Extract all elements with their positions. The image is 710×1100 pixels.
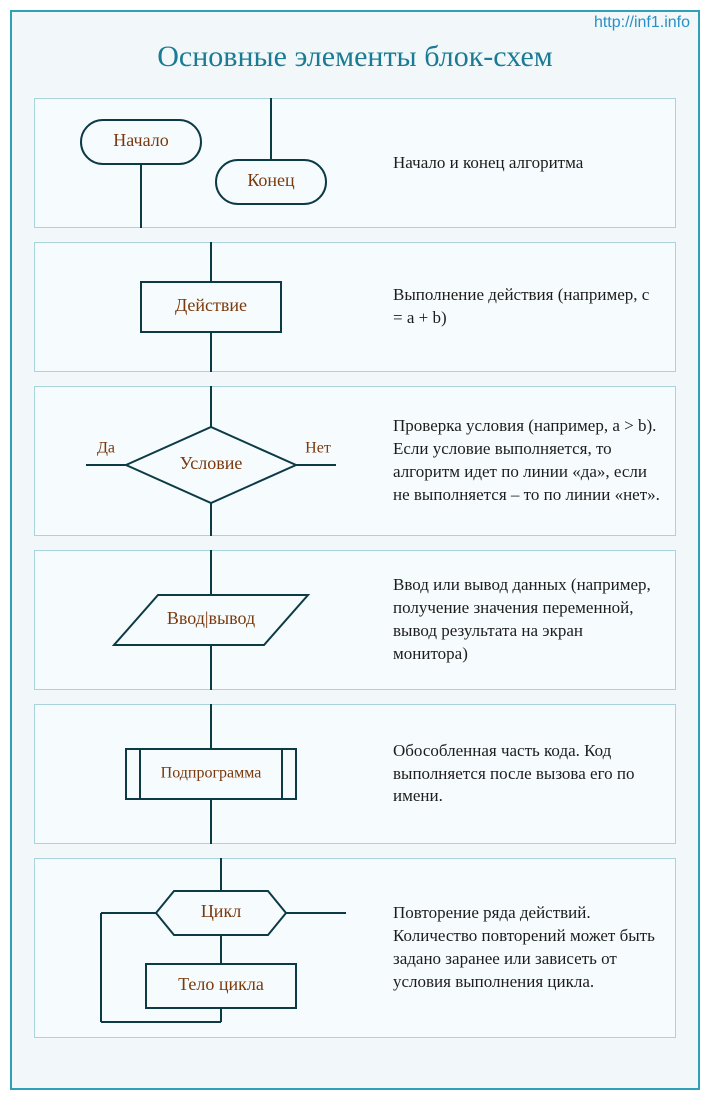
- desc-text: Выполнение действия (например, c = a + b…: [387, 274, 675, 340]
- diagram-cell: Ввод|вывод: [35, 550, 387, 690]
- card-subroutine: Подпрограмма Обособленная часть кода. Ко…: [34, 704, 676, 844]
- watermark-link: http://inf1.info: [594, 14, 690, 32]
- svg-text:Условие: Условие: [180, 453, 243, 473]
- svg-text:Действие: Действие: [175, 295, 247, 315]
- diagram-cell: Подпрограмма: [35, 704, 387, 844]
- svg-text:Нет: Нет: [305, 440, 331, 457]
- diagram-cell: Условие Да Нет: [35, 386, 387, 536]
- desc-text: Ввод или вывод данных (например, получен…: [387, 564, 675, 676]
- svg-text:Ввод|вывод: Ввод|вывод: [167, 608, 255, 628]
- svg-text:Да: Да: [97, 440, 115, 457]
- page: http://inf1.info Основные элементы блок-…: [0, 0, 710, 1100]
- card-loop: Цикл Тело цикла Повторение ряда действий…: [34, 858, 676, 1038]
- card-decision: Условие Да Нет Проверка условия (наприме…: [34, 386, 676, 536]
- io-svg: Ввод|вывод: [41, 550, 381, 690]
- desc-text: Обособленная часть кода. Код выполняется…: [387, 730, 675, 819]
- subroutine-svg: Подпрограмма: [41, 704, 381, 844]
- desc-text: Начало и конец алгоритма: [387, 142, 675, 185]
- svg-text:Начало: Начало: [113, 130, 168, 150]
- diagram-cell: Начало Конец: [35, 98, 387, 228]
- process-svg: Действие: [41, 242, 381, 372]
- terminator-svg: Начало Конец: [41, 98, 381, 228]
- desc-text: Повторение ряда действий. Количество пов…: [387, 892, 675, 1004]
- card-process: Действие Выполнение действия (например, …: [34, 242, 676, 372]
- card-list: Начало Конец Начало и конец алгоритма Де…: [12, 98, 698, 1060]
- diagram-cell: Цикл Тело цикла: [35, 858, 387, 1038]
- loop-svg: Цикл Тело цикла: [41, 858, 381, 1038]
- page-title: Основные элементы блок-схем: [12, 40, 698, 74]
- svg-text:Тело цикла: Тело цикла: [178, 974, 264, 994]
- diagram-cell: Действие: [35, 242, 387, 372]
- card-io: Ввод|вывод Ввод или вывод данных (наприм…: [34, 550, 676, 690]
- svg-text:Конец: Конец: [247, 170, 295, 190]
- svg-text:Подпрограмма: Подпрограмма: [161, 765, 262, 782]
- outer-frame: http://inf1.info Основные элементы блок-…: [10, 10, 700, 1090]
- svg-text:Цикл: Цикл: [201, 901, 241, 921]
- desc-text: Проверка условия (например, a > b). Если…: [387, 405, 675, 517]
- card-terminator: Начало Конец Начало и конец алгоритма: [34, 98, 676, 228]
- decision-svg: Условие Да Нет: [41, 386, 381, 536]
